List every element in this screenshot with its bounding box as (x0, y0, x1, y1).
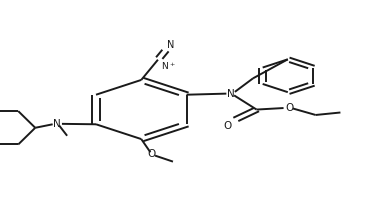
Text: O: O (286, 103, 294, 113)
Text: O: O (147, 150, 155, 159)
Text: O: O (224, 121, 232, 131)
Text: N: N (53, 119, 61, 129)
Text: N$^+$: N$^+$ (161, 60, 176, 72)
Text: N: N (168, 40, 175, 50)
Text: N: N (227, 89, 235, 99)
